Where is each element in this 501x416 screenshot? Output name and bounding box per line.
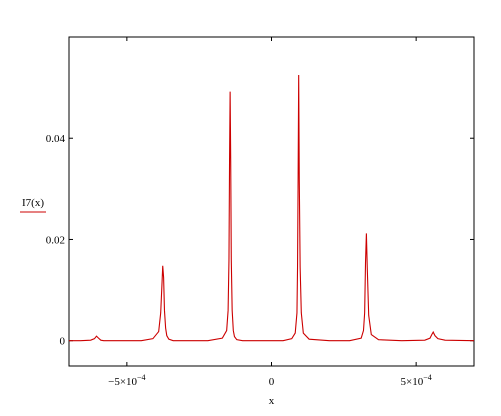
y-axis-ticks: 0 0.02 0.04: [46, 133, 474, 348]
x-axis-ticks: −5×10−4 0 5×10−4: [108, 37, 432, 388]
y-tick-label: 0.04: [46, 133, 66, 145]
x-tick-label: −5×10−4: [108, 373, 145, 388]
y-tick-label: 0: [60, 336, 66, 348]
legend: I7(x): [20, 197, 46, 213]
series-line-i7: [69, 74, 475, 342]
legend-label: I7(x): [22, 197, 44, 209]
x-tick-label: 5×10−4: [401, 373, 432, 388]
x-tick-label: 0: [269, 376, 275, 388]
plot-frame: [68, 36, 475, 367]
x-axis-label: x: [269, 395, 275, 407]
y-tick-label: 0.02: [46, 234, 65, 246]
